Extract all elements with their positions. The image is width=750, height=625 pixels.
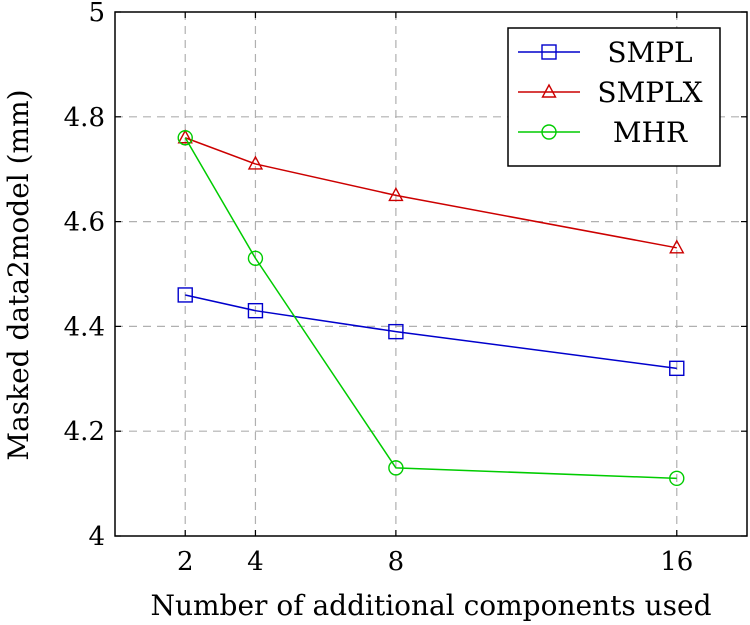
legend: SMPL SMPLX MHR xyxy=(507,27,721,167)
data-point-smpl xyxy=(669,360,685,377)
data-point-smpl xyxy=(177,287,193,303)
legend-marker-smplx xyxy=(541,83,557,98)
legend-label-smplx: SMPLX xyxy=(597,76,702,109)
series-line-smplx xyxy=(184,137,677,249)
legend-entry-mhr: MHR xyxy=(518,116,688,149)
grid xyxy=(115,12,747,536)
plot-frame xyxy=(114,11,748,537)
data-point-smplx xyxy=(669,239,685,254)
y-axis-ticks: 4 4.2 4.4 4.6 4.8 5 xyxy=(64,0,747,552)
data-point-smpl xyxy=(388,323,404,340)
y-axis-label: Masked data2model (mm) xyxy=(2,89,35,460)
legend-marker-mhr xyxy=(541,124,557,140)
data-point-smplx xyxy=(177,129,193,144)
data-point-mhr xyxy=(669,470,685,487)
series-smplx xyxy=(177,129,685,254)
legend-label-mhr: MHR xyxy=(613,116,688,149)
x-tick-label: 2 xyxy=(177,547,194,577)
series-line-smpl xyxy=(185,294,677,370)
data-point-smpl xyxy=(247,302,264,319)
series-mhr xyxy=(177,130,685,487)
x-axis-label: Number of additional components used xyxy=(150,589,711,622)
data-point-smplx xyxy=(247,155,264,170)
y-tick-label: 4.6 xyxy=(64,208,105,238)
y-tick-label: 4.8 xyxy=(64,103,105,133)
x-tick-label: 8 xyxy=(388,547,405,577)
legend-marker-smpl xyxy=(541,44,557,60)
series-line-mhr xyxy=(184,137,677,480)
data-point-mhr xyxy=(177,130,193,146)
series-smpl xyxy=(177,287,685,377)
legend-entry-smplx: SMPLX xyxy=(518,76,703,109)
data-point-smplx xyxy=(388,186,404,202)
x-tick-label: 4 xyxy=(247,547,264,577)
y-tick-label: 4.4 xyxy=(64,312,105,342)
x-axis-ticks: 2 4 8 16 xyxy=(177,12,693,577)
series-layer xyxy=(177,129,685,487)
y-tick-label: 5 xyxy=(88,0,105,28)
y-tick-label: 4 xyxy=(88,522,105,552)
data-point-mhr xyxy=(388,460,404,476)
data-point-mhr xyxy=(247,250,264,266)
y-tick-label: 4.2 xyxy=(64,417,105,447)
x-tick-label: 16 xyxy=(660,547,693,577)
legend-entry-smpl: SMPL xyxy=(518,36,693,69)
legend-label-smpl: SMPL xyxy=(607,36,692,69)
